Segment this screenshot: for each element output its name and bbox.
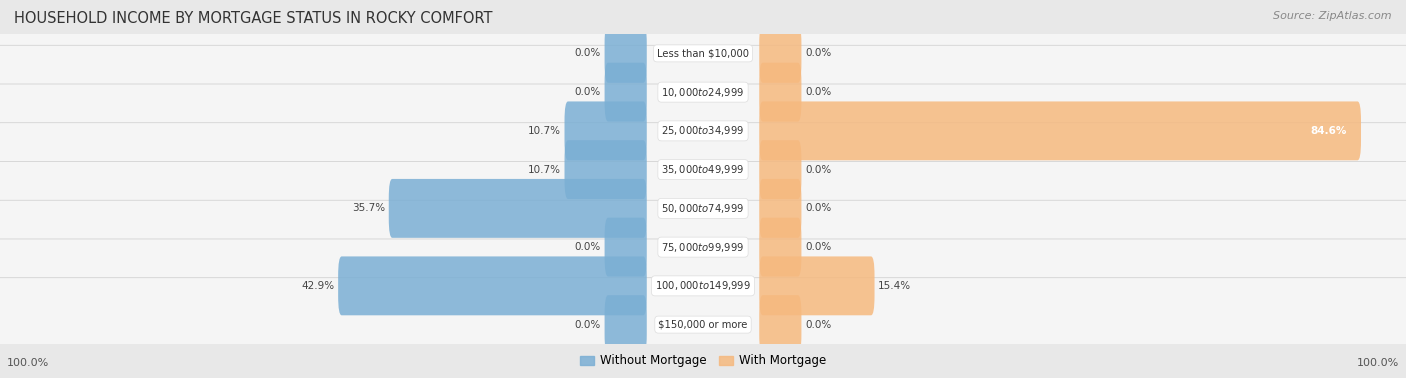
FancyBboxPatch shape <box>605 63 647 122</box>
Text: 0.0%: 0.0% <box>804 165 831 175</box>
FancyBboxPatch shape <box>565 101 647 160</box>
FancyBboxPatch shape <box>0 239 1406 333</box>
Text: 35.7%: 35.7% <box>352 203 385 213</box>
FancyBboxPatch shape <box>759 256 875 315</box>
Text: 0.0%: 0.0% <box>804 242 831 252</box>
Text: 84.6%: 84.6% <box>1310 126 1347 136</box>
FancyBboxPatch shape <box>605 295 647 354</box>
Text: 0.0%: 0.0% <box>575 242 602 252</box>
Text: $50,000 to $74,999: $50,000 to $74,999 <box>661 202 745 215</box>
FancyBboxPatch shape <box>605 218 647 277</box>
FancyBboxPatch shape <box>0 278 1406 372</box>
FancyBboxPatch shape <box>388 179 647 238</box>
Text: 0.0%: 0.0% <box>575 48 602 58</box>
Text: 0.0%: 0.0% <box>575 87 602 97</box>
Text: $35,000 to $49,999: $35,000 to $49,999 <box>661 163 745 176</box>
FancyBboxPatch shape <box>0 6 1406 100</box>
FancyBboxPatch shape <box>759 24 801 83</box>
FancyBboxPatch shape <box>605 24 647 83</box>
FancyBboxPatch shape <box>0 123 1406 217</box>
Text: 10.7%: 10.7% <box>529 165 561 175</box>
Text: $25,000 to $34,999: $25,000 to $34,999 <box>661 124 745 137</box>
FancyBboxPatch shape <box>565 140 647 199</box>
Text: 100.0%: 100.0% <box>7 358 49 368</box>
FancyBboxPatch shape <box>0 45 1406 139</box>
Text: Source: ZipAtlas.com: Source: ZipAtlas.com <box>1274 11 1392 21</box>
Text: 0.0%: 0.0% <box>804 87 831 97</box>
Text: $75,000 to $99,999: $75,000 to $99,999 <box>661 241 745 254</box>
Text: 0.0%: 0.0% <box>804 203 831 213</box>
FancyBboxPatch shape <box>759 63 801 122</box>
Text: 42.9%: 42.9% <box>301 281 335 291</box>
FancyBboxPatch shape <box>0 84 1406 178</box>
Text: $10,000 to $24,999: $10,000 to $24,999 <box>661 86 745 99</box>
FancyBboxPatch shape <box>759 140 801 199</box>
Legend: Without Mortgage, With Mortgage: Without Mortgage, With Mortgage <box>575 350 831 372</box>
FancyBboxPatch shape <box>0 161 1406 255</box>
Text: 0.0%: 0.0% <box>804 48 831 58</box>
Text: Less than $10,000: Less than $10,000 <box>657 48 749 58</box>
Text: 100.0%: 100.0% <box>1357 358 1399 368</box>
Text: $150,000 or more: $150,000 or more <box>658 320 748 330</box>
FancyBboxPatch shape <box>337 256 647 315</box>
Text: HOUSEHOLD INCOME BY MORTGAGE STATUS IN ROCKY COMFORT: HOUSEHOLD INCOME BY MORTGAGE STATUS IN R… <box>14 11 492 26</box>
FancyBboxPatch shape <box>759 295 801 354</box>
Text: $100,000 to $149,999: $100,000 to $149,999 <box>655 279 751 292</box>
FancyBboxPatch shape <box>759 218 801 277</box>
Text: 0.0%: 0.0% <box>804 320 831 330</box>
Text: 10.7%: 10.7% <box>529 126 561 136</box>
Text: 15.4%: 15.4% <box>877 281 911 291</box>
FancyBboxPatch shape <box>759 179 801 238</box>
FancyBboxPatch shape <box>0 200 1406 294</box>
FancyBboxPatch shape <box>759 101 1361 160</box>
Text: 0.0%: 0.0% <box>575 320 602 330</box>
